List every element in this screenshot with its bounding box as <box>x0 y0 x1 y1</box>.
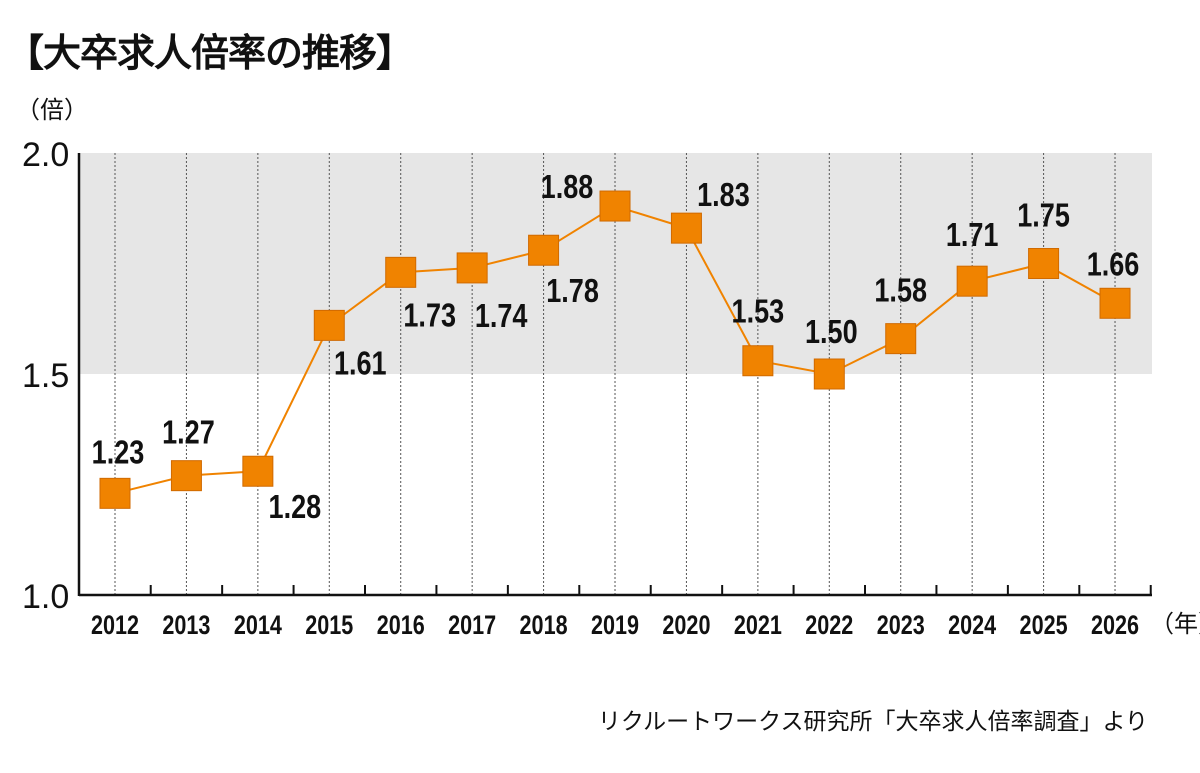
x-tick-label: 2019 <box>591 611 639 641</box>
data-point <box>670 212 702 244</box>
x-tick-label: 2012 <box>91 611 139 641</box>
data-label: 1.66 <box>1087 247 1140 283</box>
x-tick-label: 2018 <box>520 611 568 641</box>
data-label: 1.61 <box>334 346 387 382</box>
x-tick-label: 2016 <box>377 611 425 641</box>
data-label: 1.27 <box>162 415 215 451</box>
data-label: 1.23 <box>92 435 145 471</box>
x-axis-label: （年） <box>1150 610 1200 638</box>
y-tick-label: 1.5 <box>22 357 69 395</box>
data-point <box>813 358 845 390</box>
data-label: 1.75 <box>1017 198 1070 234</box>
data-label: 1.73 <box>403 298 456 334</box>
x-tick-label: 2014 <box>234 611 282 641</box>
data-label: 1.58 <box>874 273 927 309</box>
data-point <box>99 477 131 509</box>
data-label: 1.50 <box>805 315 858 351</box>
data-point <box>1028 248 1060 279</box>
x-tick-label: 2022 <box>805 611 853 641</box>
data-label: 1.71 <box>946 218 999 254</box>
source-note: リクルートワークス研究所「大卒求人倍率調査」より <box>597 709 1148 735</box>
data-point <box>528 234 560 266</box>
x-tick-label: 2017 <box>448 611 496 641</box>
data-label: 1.88 <box>541 170 594 206</box>
data-point <box>742 345 774 377</box>
data-point <box>1099 287 1131 319</box>
chart-title: 【大卒求人倍率の推移】 <box>6 31 414 75</box>
y-axis-label: （倍） <box>16 96 88 124</box>
x-tick-label: 2024 <box>948 611 996 641</box>
x-tick-label: 2020 <box>662 611 710 641</box>
x-tick-label: 2013 <box>162 611 210 641</box>
data-point <box>313 309 345 341</box>
data-label: 1.83 <box>697 178 750 214</box>
y-tick-label: 1.0 <box>22 578 69 616</box>
data-point <box>599 190 631 222</box>
data-point <box>385 256 417 288</box>
data-point <box>956 265 988 297</box>
data-label: 1.28 <box>269 490 322 526</box>
data-label: 1.74 <box>475 298 528 334</box>
data-point <box>456 252 488 284</box>
data-label: 1.53 <box>732 294 785 330</box>
data-point <box>885 323 917 355</box>
x-tick-label: 2015 <box>305 611 353 641</box>
y-tick-label: 2.0 <box>22 136 69 174</box>
x-tick-label: 2023 <box>877 611 925 641</box>
data-label: 1.78 <box>546 274 599 310</box>
data-point <box>170 460 202 492</box>
x-tick-label: 2021 <box>734 611 782 641</box>
x-tick-label: 2025 <box>1020 611 1068 641</box>
data-point <box>242 455 274 487</box>
x-tick-label: 2026 <box>1091 611 1139 641</box>
